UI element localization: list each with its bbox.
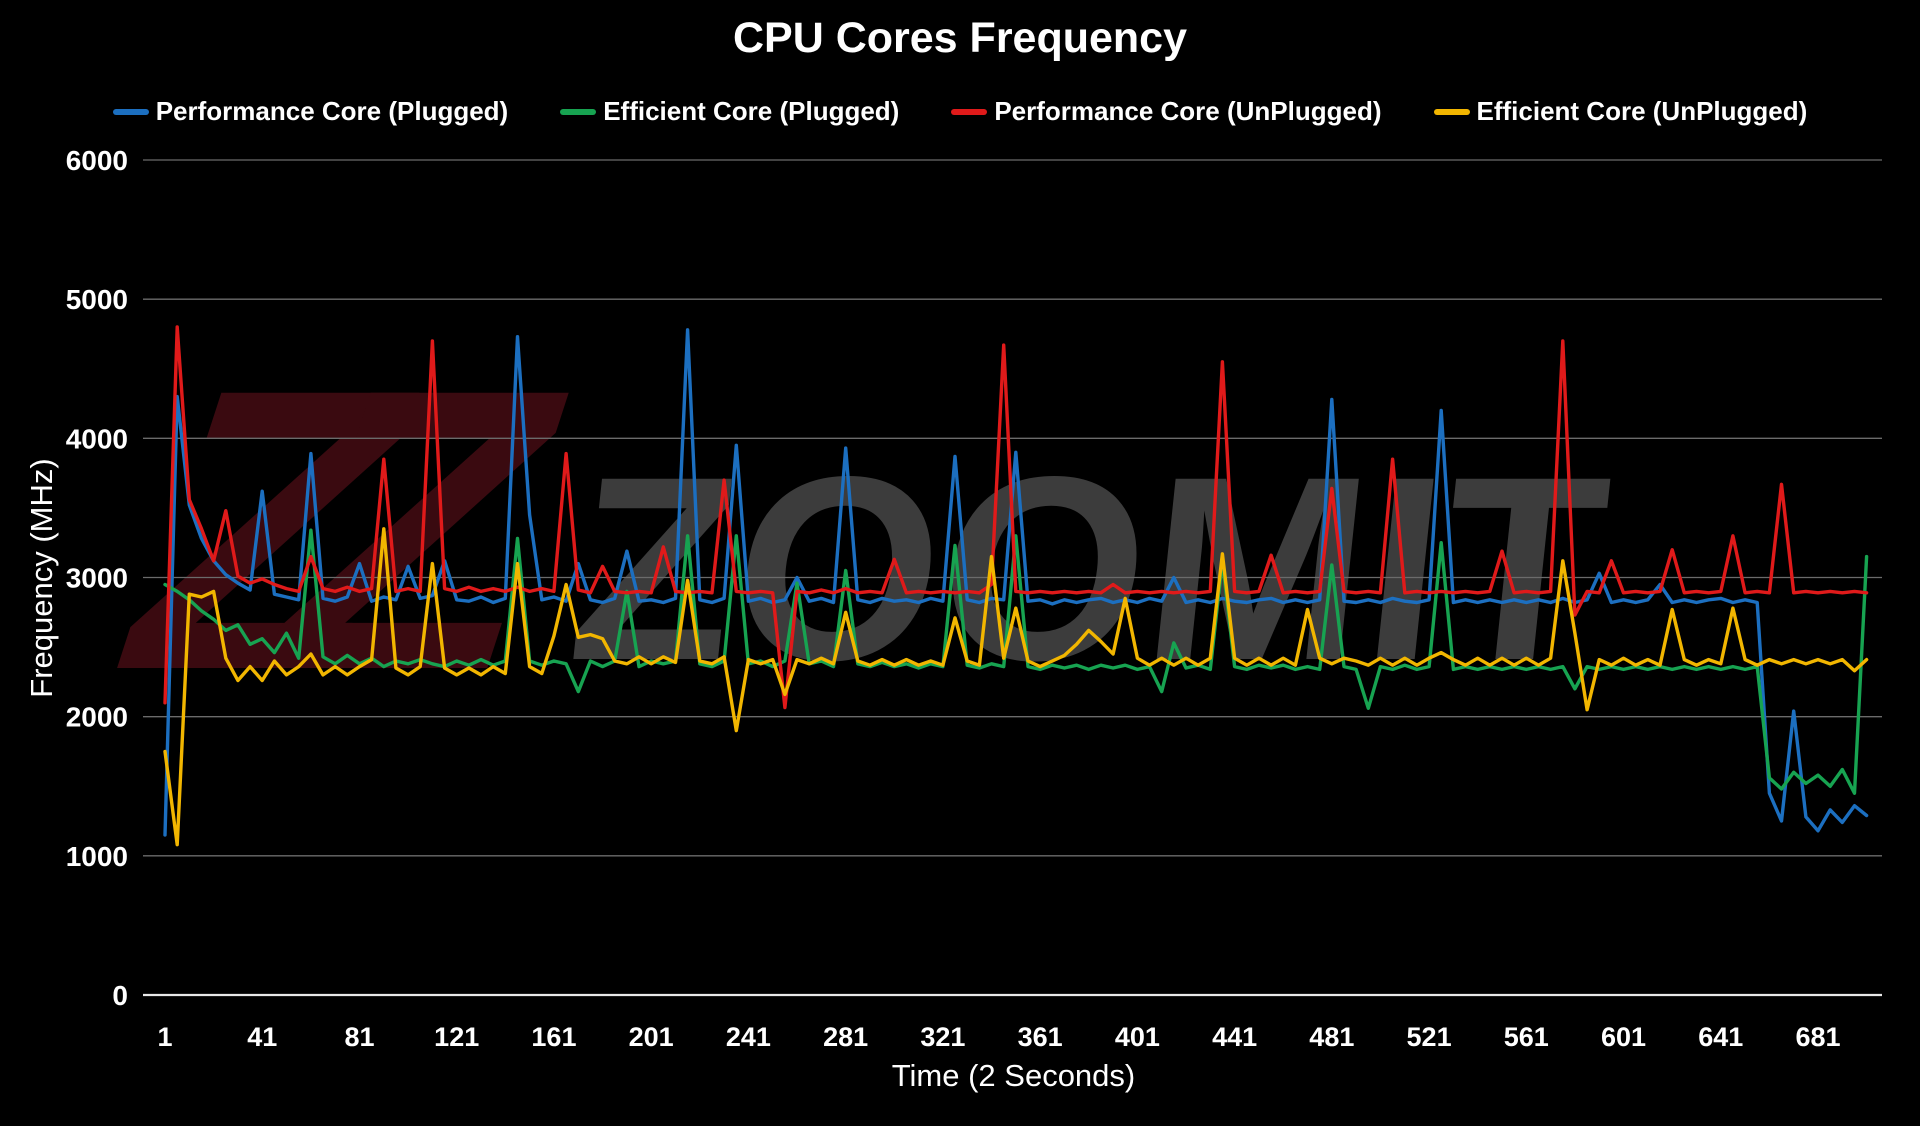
svg-text:521: 521 bbox=[1407, 1022, 1452, 1052]
y-axis-title: Frequency (MHz) bbox=[24, 458, 59, 698]
svg-text:641: 641 bbox=[1698, 1022, 1743, 1052]
legend-dash-icon bbox=[112, 108, 149, 115]
legend-label: Performance Core (UnPlugged) bbox=[994, 96, 1382, 126]
svg-text:2000: 2000 bbox=[66, 702, 128, 733]
legend-item-efficient-plugged[interactable]: Efficient Core (Plugged) bbox=[560, 96, 899, 127]
svg-text:0: 0 bbox=[112, 980, 128, 1011]
svg-text:121: 121 bbox=[434, 1022, 479, 1052]
svg-text:401: 401 bbox=[1115, 1022, 1160, 1052]
svg-text:4000: 4000 bbox=[66, 423, 128, 454]
svg-text:281: 281 bbox=[823, 1022, 868, 1052]
svg-text:241: 241 bbox=[726, 1022, 771, 1052]
svg-text:1: 1 bbox=[157, 1022, 172, 1052]
legend-label: Efficient Core (Plugged) bbox=[603, 96, 900, 126]
legend-item-efficient-unplugged[interactable]: Efficient Core (UnPlugged) bbox=[1433, 96, 1808, 127]
legend-dash-icon bbox=[1433, 108, 1470, 115]
svg-text:5000: 5000 bbox=[66, 284, 128, 315]
svg-text:6000: 6000 bbox=[66, 145, 128, 176]
svg-text:41: 41 bbox=[247, 1022, 277, 1052]
x-axis-title: Time (2 Seconds) bbox=[891, 1058, 1136, 1093]
svg-text:361: 361 bbox=[1018, 1022, 1063, 1052]
legend-item-performance-plugged[interactable]: Performance Core (Plugged) bbox=[112, 96, 509, 127]
svg-text:481: 481 bbox=[1309, 1022, 1354, 1052]
legend-dash-icon bbox=[560, 108, 597, 115]
chart-legend: Performance Core (Plugged) Efficient Cor… bbox=[0, 96, 1920, 127]
svg-text:3000: 3000 bbox=[66, 563, 128, 594]
legend-dash-icon bbox=[951, 108, 988, 115]
svg-text:201: 201 bbox=[629, 1022, 674, 1052]
svg-text:161: 161 bbox=[531, 1022, 576, 1052]
svg-text:561: 561 bbox=[1504, 1022, 1549, 1052]
legend-label: Efficient Core (UnPlugged) bbox=[1476, 96, 1808, 126]
svg-text:321: 321 bbox=[920, 1022, 965, 1052]
svg-text:81: 81 bbox=[344, 1022, 374, 1052]
svg-text:601: 601 bbox=[1601, 1022, 1646, 1052]
svg-text:441: 441 bbox=[1212, 1022, 1257, 1052]
legend-label: Performance Core (Plugged) bbox=[155, 96, 509, 126]
svg-text:681: 681 bbox=[1795, 1022, 1840, 1052]
svg-text:1000: 1000 bbox=[66, 841, 128, 872]
chart-title: CPU Cores Frequency bbox=[732, 14, 1188, 62]
legend-item-performance-unplugged[interactable]: Performance Core (UnPlugged) bbox=[951, 96, 1382, 127]
